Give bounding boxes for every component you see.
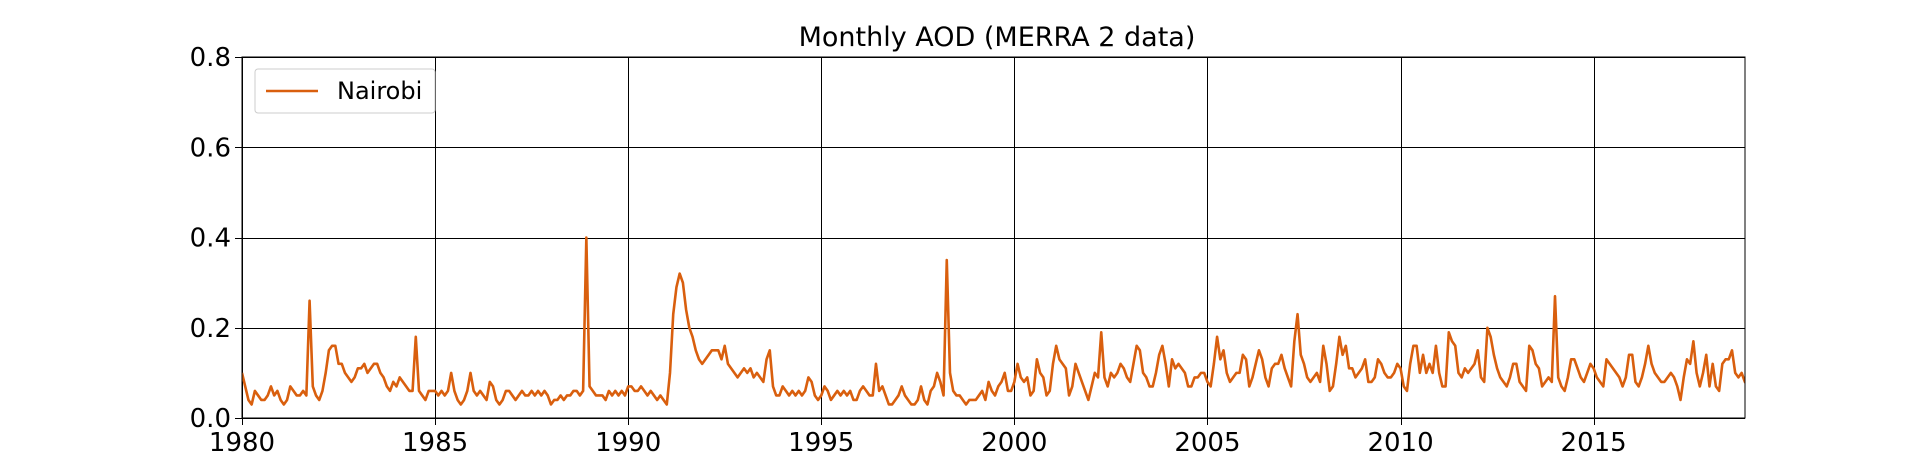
y-tick-label: 0.6: [190, 133, 231, 163]
legend-label-nairobi: Nairobi: [337, 77, 422, 105]
legend: Nairobi: [254, 68, 436, 114]
x-tick-label: 1985: [402, 428, 468, 458]
legend-box: [254, 68, 436, 114]
y-tick-label: 0.4: [190, 224, 231, 254]
axis-ticks: 1980 1985 1990 1995 2000 2005 2010 2015 0.0 0.2 0.…: [190, 43, 1627, 458]
series-layer: [242, 236, 1745, 406]
plot-area-frame: [241, 56, 1746, 419]
chart-title: Monthly AOD (MERRA 2 data): [799, 22, 1196, 53]
x-tick-label: 1995: [788, 428, 854, 458]
x-tick-label: 1990: [595, 428, 661, 458]
x-tick-label: 2000: [981, 428, 1047, 458]
x-tick-label: 2015: [1561, 428, 1627, 458]
x-tick-label: 1980: [209, 428, 275, 458]
grid: [242, 57, 1745, 419]
series-line-nairobi: [242, 236, 1745, 406]
y-tick-label: 0.8: [190, 43, 231, 73]
y-tick-label: 0.0: [190, 404, 231, 434]
x-tick-label: 2010: [1367, 428, 1433, 458]
x-tick-label: 2005: [1174, 428, 1240, 458]
y-tick-label: 0.2: [190, 314, 231, 344]
